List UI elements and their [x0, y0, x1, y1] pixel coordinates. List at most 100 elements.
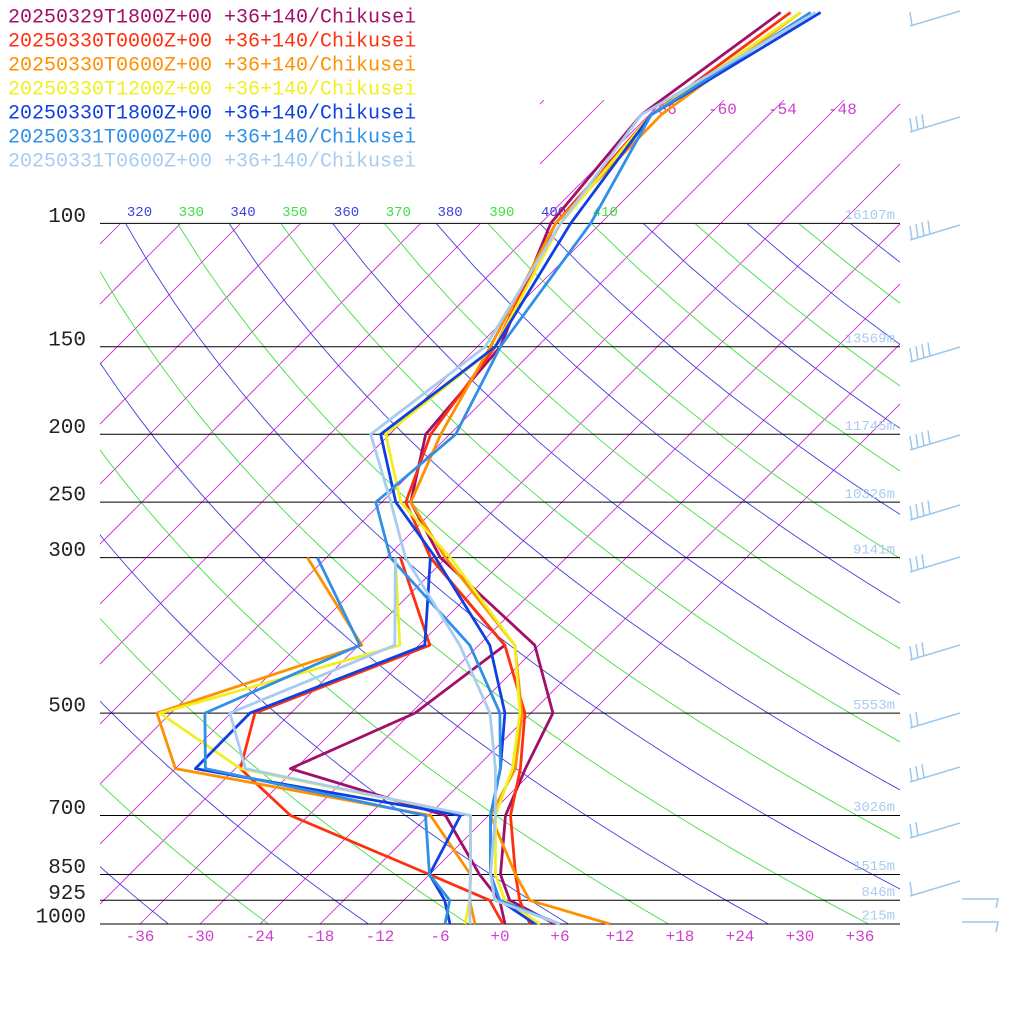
y-tick-label: 700 [48, 798, 86, 821]
barb-flag [921, 554, 925, 569]
barb-flag [909, 713, 913, 729]
x-tick-label: -18 [306, 928, 335, 946]
height-label: 215m [861, 909, 895, 925]
dry-adiabat [125, 224, 900, 890]
legend-entry: 20250330T1800Z+00 +36+140/Chikusei [8, 102, 416, 125]
isotherm [100, 100, 785, 924]
dewpoint-line [289, 556, 507, 925]
isotherm-label: -48 [828, 101, 857, 119]
y-tick-label: 150 [48, 329, 86, 352]
wind-barb [909, 880, 961, 897]
temperature-line [384, 11, 802, 926]
barb-flag [909, 823, 913, 839]
height-label: 13569m [845, 331, 895, 347]
barb-flag [921, 432, 925, 447]
isotherm [100, 100, 665, 924]
barb-flag [921, 114, 925, 129]
x-tick-label: +30 [786, 928, 815, 946]
isotherm [259, 100, 900, 924]
x-tick-label: -12 [366, 928, 395, 946]
isotherm [100, 100, 305, 924]
isotherm [100, 100, 365, 924]
dewpoint-line [228, 557, 472, 925]
y-tick-label: 300 [48, 540, 86, 563]
dry-adiabat [798, 224, 900, 304]
barb-flag [921, 344, 925, 359]
labels: 320 330 340 350 360 370 380 390 400 410-66 -60 -54-… [36, 101, 895, 946]
barb-flag [915, 712, 919, 727]
dry-adiabat [100, 783, 269, 924]
barb-flag [909, 435, 913, 451]
y-tick-label: 500 [48, 696, 86, 719]
theta-label: 340 [230, 205, 255, 221]
isotherm [100, 100, 485, 924]
theta-label: 380 [437, 205, 462, 221]
barb-flag [927, 430, 931, 445]
isotherms [0, 100, 900, 924]
isotherm [100, 100, 725, 924]
temperature-line [404, 11, 792, 925]
isotherm [100, 100, 425, 924]
dry-adiabat [100, 449, 669, 924]
temperature-line [409, 11, 782, 926]
dry-adiabat [695, 224, 900, 387]
x-tick-label: +12 [606, 928, 635, 946]
barb-flag [927, 342, 931, 357]
legend-entry: 20250331T0000Z+00 +36+140/Chikusei [8, 126, 416, 149]
barb-flag [915, 434, 919, 449]
height-label: 9141m [853, 542, 895, 558]
y-tick-label: 1000 [36, 907, 86, 930]
height-label: 1515m [853, 859, 895, 875]
barb-flag [921, 502, 925, 517]
barb-flag [909, 767, 913, 783]
dry-adiabat [384, 224, 900, 650]
x-tick-label: -24 [246, 928, 275, 946]
dry-adiabat [539, 224, 900, 515]
dry-adiabat [228, 224, 900, 791]
temperature-line [374, 11, 812, 926]
y-tick-label: 250 [48, 485, 86, 508]
y-tick-label: 850 [48, 857, 86, 880]
theta-label: 360 [334, 205, 359, 221]
height-label: 846m [861, 885, 895, 901]
profiles [155, 11, 822, 926]
legend-entry: 20250330T0000Z+00 +36+140/Chikusei [8, 30, 416, 53]
theta-label: 390 [489, 205, 514, 221]
isotherm [100, 100, 845, 924]
height-label: 3026m [853, 800, 895, 816]
wind-barb [909, 10, 961, 27]
barb-flag [915, 556, 919, 571]
height-label: 11745m [845, 419, 895, 435]
dry-adiabat [177, 224, 900, 840]
legend: 20250329T1800Z+00 +36+140/Chikusei202503… [8, 6, 416, 173]
isotherm-label: -54 [768, 101, 797, 119]
x-tick-label: +18 [666, 928, 695, 946]
barb-flag [915, 644, 919, 659]
barb-flag [915, 822, 919, 837]
barb-flag [909, 225, 913, 241]
legend-entry: 20250329T1800Z+00 +36+140/Chikusei [8, 6, 416, 29]
wind-barb [962, 921, 999, 933]
x-tick-label: -36 [126, 928, 155, 946]
temperature-line [409, 11, 802, 926]
dry-adiabat [280, 224, 900, 743]
temperature-line [379, 11, 822, 926]
barb-flag [909, 11, 913, 27]
isotherm-label: -60 [708, 101, 737, 119]
height-label: 5553m [853, 698, 895, 714]
barb-flag [909, 505, 913, 521]
barb-flag [909, 557, 913, 573]
y-tick-label: 200 [48, 417, 86, 440]
legend-entry: 20250331T0600Z+00 +36+140/Chikusei [8, 150, 416, 173]
height-label: 10326m [845, 487, 895, 503]
temperature-line [369, 11, 817, 926]
dry-adiabat [902, 223, 1024, 924]
dry-adiabat [850, 224, 900, 263]
x-tick-label: +6 [550, 928, 569, 946]
barb-flag [915, 766, 919, 781]
isotherm [0, 100, 4, 924]
dry-adiabat [746, 224, 900, 345]
legend-entry: 20250330T0600Z+00 +36+140/Chikusei [8, 54, 416, 77]
y-tick-label: 100 [48, 206, 86, 229]
barb-flag [927, 220, 931, 235]
